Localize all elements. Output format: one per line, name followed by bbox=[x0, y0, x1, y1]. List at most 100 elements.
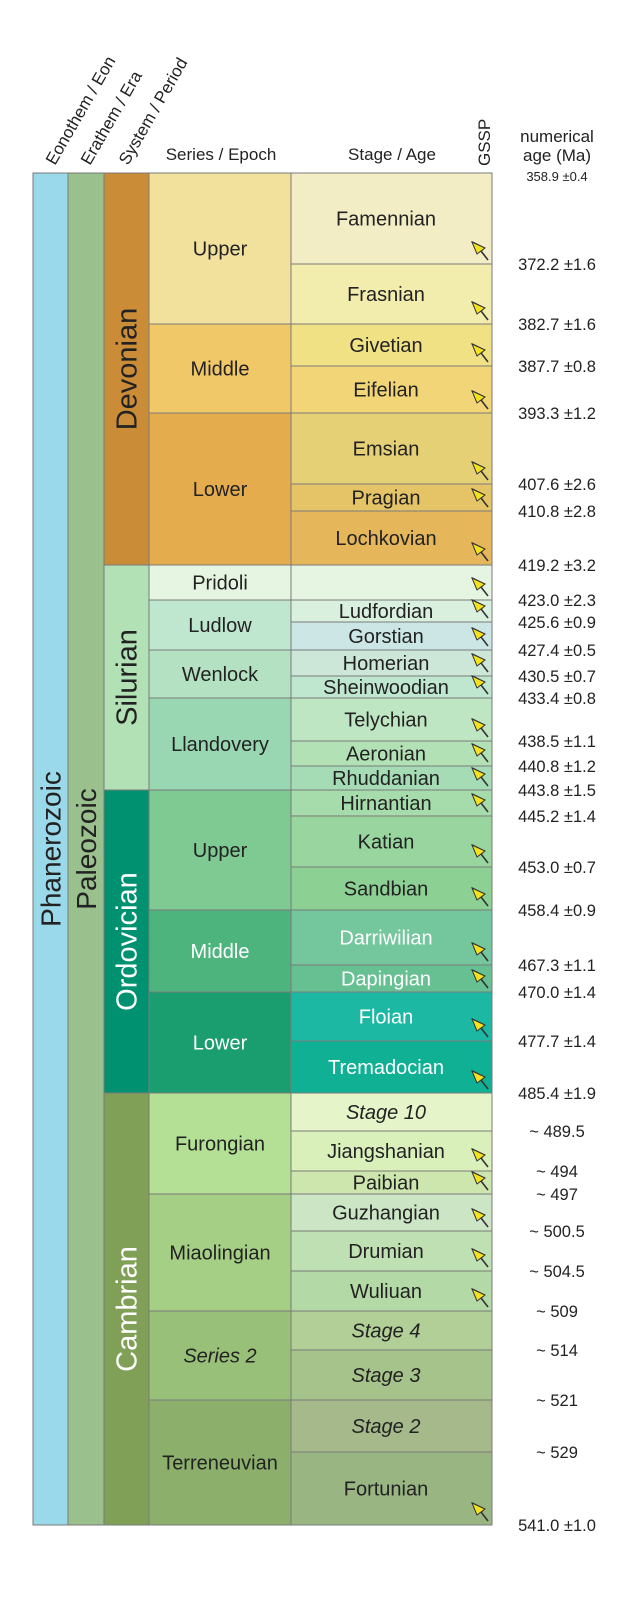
epoch-cell-upper-0 bbox=[148, 172, 292, 325]
gssp-flag-icon bbox=[471, 1208, 489, 1228]
stage-cell-telychian-12 bbox=[290, 697, 493, 742]
stage-cell-tremadocian-21 bbox=[290, 1040, 493, 1094]
top-age-label: 358.9 ±0.4 bbox=[526, 169, 587, 184]
epoch-label-miaolingian-11: Miaolingian bbox=[169, 1243, 270, 1265]
age-label: 410.8 ±2.8 bbox=[518, 503, 596, 521]
column-headers: Eonothem / Eon Erathem / Era System / Pe… bbox=[42, 53, 594, 184]
stage-cell-wuliuan-27 bbox=[290, 1270, 493, 1312]
age-label: 372.2 ±1.6 bbox=[518, 256, 596, 274]
age-label: 430.5 ±0.7 bbox=[518, 668, 596, 686]
stage-label-hirnantian: Hirnantian bbox=[340, 793, 431, 815]
stage-cell-blank-7 bbox=[290, 564, 493, 601]
epoch-label-pridoli-3: Pridoli bbox=[192, 573, 248, 595]
gssp-flag-icon bbox=[471, 577, 489, 597]
gssp-flag-icon bbox=[471, 1502, 489, 1522]
stage-label-emsian: Emsian bbox=[353, 439, 420, 461]
epoch-cell-llandovery-6 bbox=[148, 697, 292, 791]
gssp-flag-icon bbox=[471, 1070, 489, 1090]
gssp-flag-icon bbox=[471, 675, 489, 695]
gssp-flag-icon bbox=[471, 718, 489, 738]
period-label-silurian: Silurian bbox=[112, 629, 144, 726]
epoch-label-lower-9: Lower bbox=[193, 1033, 248, 1055]
gssp-flag-icon bbox=[471, 844, 489, 864]
epoch-cell-lower-9 bbox=[148, 991, 292, 1094]
stage-label-rhuddanian: Rhuddanian bbox=[332, 768, 440, 790]
age-label: ~ 500.5 bbox=[529, 1223, 585, 1241]
age-label: 467.3 ±1.1 bbox=[518, 957, 596, 975]
age-label: 453.0 ±0.7 bbox=[518, 859, 596, 877]
stage-cell-katian-16 bbox=[290, 815, 493, 868]
gssp-flag-icon bbox=[471, 301, 489, 321]
stage-cell-hirnantian-15 bbox=[290, 789, 493, 817]
stage-cell-pragian-5 bbox=[290, 483, 493, 512]
epoch-label-middle-1: Middle bbox=[191, 359, 250, 381]
stage-label-pragian: Pragian bbox=[352, 488, 421, 510]
stage-label-aeronian: Aeronian bbox=[346, 744, 426, 766]
stage-cell-drumian-26 bbox=[290, 1230, 493, 1272]
stage-cell-jiangshanian-23 bbox=[290, 1130, 493, 1172]
gssp-flag-icon bbox=[471, 1148, 489, 1168]
epoch-label-furongian-10: Furongian bbox=[175, 1134, 265, 1156]
epoch-cell-series-2-12 bbox=[148, 1310, 292, 1401]
gssp-flag-icon bbox=[471, 743, 489, 763]
gssp-flag-icon bbox=[471, 767, 489, 787]
gssp-flag-icon bbox=[471, 627, 489, 647]
gssp-flag-icon bbox=[471, 1018, 489, 1038]
chart-cells bbox=[32, 172, 493, 1526]
period-cell-cambrian bbox=[103, 1092, 150, 1526]
gssp-flag-icon bbox=[471, 241, 489, 261]
stage-cell-givetian-2 bbox=[290, 323, 493, 367]
stage-cell-darriwilian-18 bbox=[290, 909, 493, 966]
stage-cell-dapingian-19 bbox=[290, 964, 493, 993]
gssp-flag-icon bbox=[471, 343, 489, 363]
age-label: 419.2 ±3.2 bbox=[518, 557, 596, 575]
gssp-flag-icon bbox=[471, 887, 489, 907]
stage-label-katian: Katian bbox=[358, 832, 415, 854]
stage-label-gorstian: Gorstian bbox=[348, 626, 424, 648]
gssp-flag-icon bbox=[471, 390, 489, 410]
stage-label-stage-2: Stage 2 bbox=[352, 1416, 421, 1438]
gssp-flag-icon bbox=[471, 653, 489, 673]
period-label-cambrian: Cambrian bbox=[112, 1246, 144, 1372]
epoch-cell-miaolingian-11 bbox=[148, 1193, 292, 1312]
age-label: 427.4 ±0.5 bbox=[518, 642, 596, 660]
stage-label-frasnian: Frasnian bbox=[347, 284, 425, 306]
age-label: ~ 494 bbox=[536, 1163, 578, 1181]
stage-label-floian: Floian bbox=[359, 1007, 413, 1029]
header-age-line2: age (Ma) bbox=[523, 146, 591, 165]
age-label: 445.2 ±1.4 bbox=[518, 808, 596, 826]
stage-label-telychian: Telychian bbox=[344, 710, 427, 732]
age-label: 387.7 ±0.8 bbox=[518, 358, 596, 376]
epoch-cell-ludlow-4 bbox=[148, 599, 292, 651]
gssp-flag-icon bbox=[471, 488, 489, 508]
age-label: ~ 497 bbox=[536, 1186, 578, 1204]
age-label: 477.7 ±1.4 bbox=[518, 1033, 596, 1051]
stage-label-wuliuan: Wuliuan bbox=[350, 1281, 422, 1303]
gssp-flag-icon bbox=[471, 1288, 489, 1308]
age-label: 407.6 ±2.6 bbox=[518, 476, 596, 494]
age-label: 382.7 ±1.6 bbox=[518, 316, 596, 334]
stage-label-sheinwoodian: Sheinwoodian bbox=[323, 677, 449, 699]
epoch-label-lower-2: Lower bbox=[193, 479, 248, 501]
stage-label-jiangshanian: Jiangshanian bbox=[327, 1141, 445, 1163]
epoch-label-ludlow-4: Ludlow bbox=[188, 615, 252, 637]
age-label: 541.0 ±1.0 bbox=[518, 1517, 596, 1535]
stage-label-stage-3: Stage 3 bbox=[352, 1365, 421, 1387]
stage-label-paibian: Paibian bbox=[353, 1173, 420, 1195]
stage-label-guzhangian: Guzhangian bbox=[332, 1203, 440, 1225]
eon-label: Phanerozoic bbox=[36, 771, 67, 927]
stage-label-sandbian: Sandbian bbox=[344, 879, 429, 901]
period-label-ordovician: Ordovician bbox=[112, 872, 144, 1011]
epoch-cell-middle-1 bbox=[148, 323, 292, 414]
era-label: Paleozoic bbox=[71, 788, 102, 909]
age-label: 458.4 ±0.9 bbox=[518, 902, 596, 920]
epoch-label-terreneuvian-13: Terreneuvian bbox=[162, 1453, 278, 1475]
header-age-line1: numerical bbox=[520, 127, 594, 146]
epoch-cell-furongian-10 bbox=[148, 1092, 292, 1195]
age-label: 440.8 ±1.2 bbox=[518, 758, 596, 776]
stage-cell-eifelian-3 bbox=[290, 365, 493, 414]
gssp-flag-icon bbox=[471, 942, 489, 962]
age-label: 425.6 ±0.9 bbox=[518, 614, 596, 632]
stage-label-fortunian: Fortunian bbox=[344, 1479, 429, 1501]
